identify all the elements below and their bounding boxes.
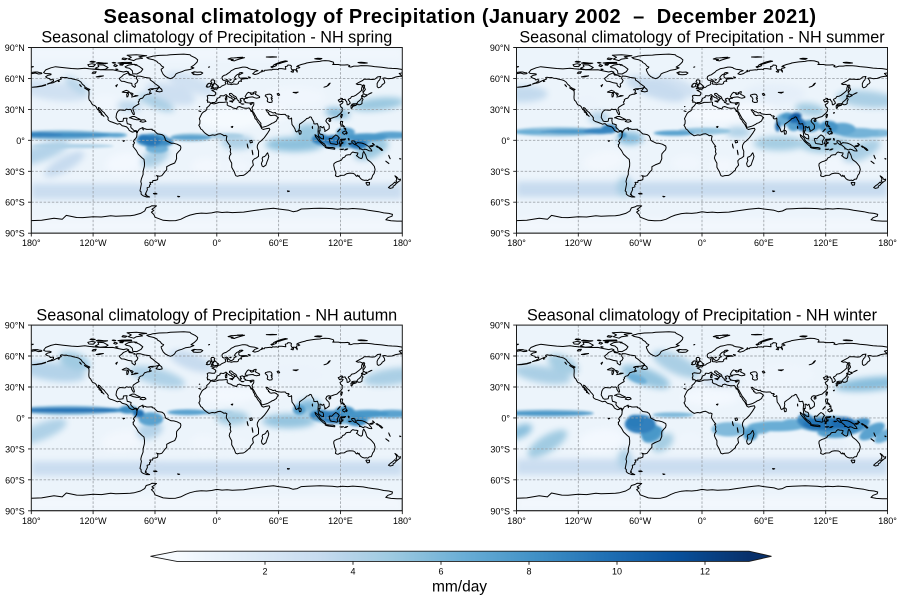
svg-text:180°: 180° bbox=[393, 238, 412, 248]
svg-text:180°: 180° bbox=[393, 516, 412, 526]
svg-text:180°: 180° bbox=[507, 516, 526, 526]
svg-text:90°S: 90°S bbox=[490, 229, 510, 239]
svg-text:8: 8 bbox=[526, 567, 531, 577]
svg-text:60°S: 60°S bbox=[5, 198, 25, 208]
svg-text:0°: 0° bbox=[698, 238, 707, 248]
svg-text:60°N: 60°N bbox=[5, 74, 25, 84]
svg-text:30°S: 30°S bbox=[5, 444, 25, 454]
svg-text:60°E: 60°E bbox=[269, 238, 289, 248]
svg-text:60°S: 60°S bbox=[490, 475, 510, 485]
svg-text:60°W: 60°W bbox=[629, 516, 652, 526]
svg-text:120°E: 120°E bbox=[328, 238, 353, 248]
svg-text:60°N: 60°N bbox=[5, 352, 25, 362]
svg-text:Seasonal climatology of Precip: Seasonal climatology of Precipitation (J… bbox=[104, 6, 817, 28]
svg-text:60°N: 60°N bbox=[490, 352, 510, 362]
svg-text:2: 2 bbox=[262, 567, 267, 577]
svg-text:120°W: 120°W bbox=[80, 516, 108, 526]
svg-text:120°E: 120°E bbox=[328, 516, 353, 526]
svg-text:mm/day: mm/day bbox=[432, 579, 487, 596]
svg-text:90°S: 90°S bbox=[5, 506, 25, 516]
svg-text:90°S: 90°S bbox=[490, 506, 510, 516]
svg-text:180°: 180° bbox=[22, 516, 41, 526]
svg-text:90°N: 90°N bbox=[490, 321, 510, 331]
svg-text:30°N: 30°N bbox=[5, 105, 25, 115]
svg-text:30°N: 30°N bbox=[490, 105, 510, 115]
svg-text:10: 10 bbox=[612, 567, 622, 577]
svg-text:0°: 0° bbox=[16, 413, 25, 423]
svg-text:60°W: 60°W bbox=[629, 238, 652, 248]
svg-text:0°: 0° bbox=[16, 136, 25, 146]
svg-text:30°N: 30°N bbox=[5, 383, 25, 393]
svg-text:30°N: 30°N bbox=[490, 383, 510, 393]
svg-text:60°S: 60°S bbox=[490, 198, 510, 208]
svg-text:0°: 0° bbox=[501, 413, 510, 423]
svg-text:6: 6 bbox=[438, 567, 443, 577]
svg-text:60°W: 60°W bbox=[144, 516, 167, 526]
svg-text:180°: 180° bbox=[507, 238, 526, 248]
svg-text:180°: 180° bbox=[878, 516, 897, 526]
svg-text:90°N: 90°N bbox=[490, 43, 510, 53]
svg-text:90°N: 90°N bbox=[5, 321, 25, 331]
svg-text:60°E: 60°E bbox=[754, 516, 774, 526]
svg-text:60°E: 60°E bbox=[754, 238, 774, 248]
svg-text:90°N: 90°N bbox=[5, 43, 25, 53]
svg-text:Seasonal climatology of Precip: Seasonal climatology of Precipitation - … bbox=[36, 306, 397, 324]
svg-text:0°: 0° bbox=[698, 516, 707, 526]
svg-text:30°S: 30°S bbox=[490, 444, 510, 454]
svg-text:180°: 180° bbox=[878, 238, 897, 248]
svg-text:4: 4 bbox=[350, 567, 355, 577]
svg-text:Seasonal climatology of Precip: Seasonal climatology of Precipitation - … bbox=[41, 29, 392, 47]
svg-text:120°W: 120°W bbox=[565, 516, 593, 526]
svg-text:30°S: 30°S bbox=[5, 167, 25, 177]
svg-text:0°: 0° bbox=[212, 516, 221, 526]
svg-text:90°S: 90°S bbox=[5, 229, 25, 239]
svg-text:180°: 180° bbox=[22, 238, 41, 248]
svg-text:60°N: 60°N bbox=[490, 74, 510, 84]
svg-text:Seasonal climatology of Precip: Seasonal climatology of Precipitation - … bbox=[527, 306, 878, 324]
svg-text:120°W: 120°W bbox=[80, 238, 108, 248]
svg-text:Seasonal climatology of Precip: Seasonal climatology of Precipitation - … bbox=[519, 29, 885, 47]
svg-text:60°E: 60°E bbox=[269, 516, 289, 526]
svg-text:120°E: 120°E bbox=[813, 516, 838, 526]
svg-text:12: 12 bbox=[700, 567, 710, 577]
svg-text:120°W: 120°W bbox=[565, 238, 593, 248]
svg-text:30°S: 30°S bbox=[490, 167, 510, 177]
svg-text:120°E: 120°E bbox=[813, 238, 838, 248]
svg-text:0°: 0° bbox=[501, 136, 510, 146]
svg-text:60°S: 60°S bbox=[5, 475, 25, 485]
svg-text:60°W: 60°W bbox=[144, 238, 167, 248]
svg-text:0°: 0° bbox=[212, 238, 221, 248]
